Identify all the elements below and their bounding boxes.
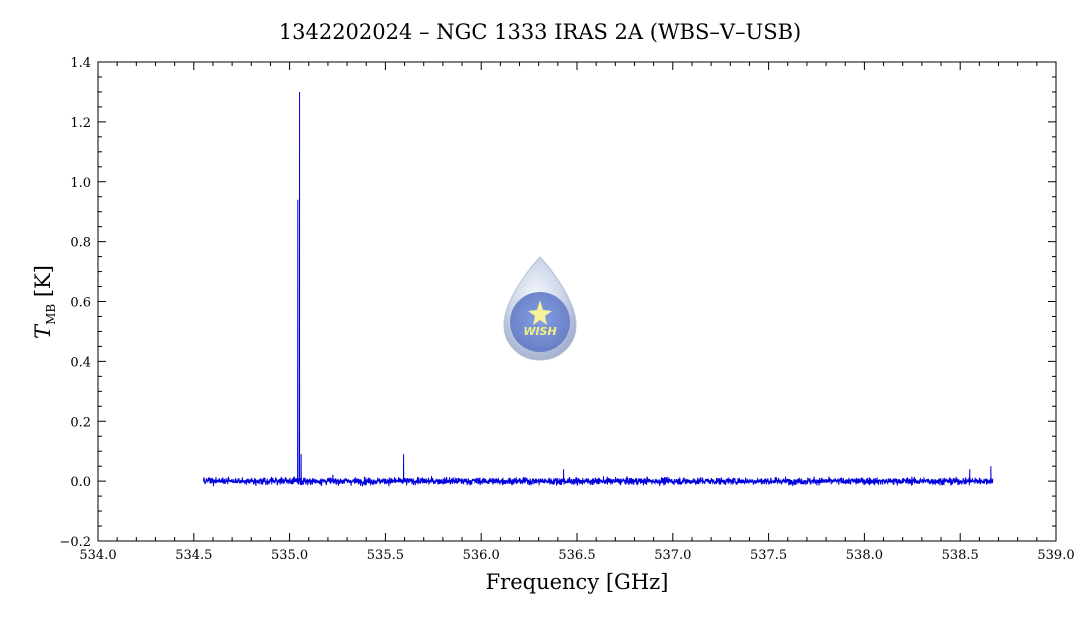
y-tick-label: 0.8 [70, 236, 91, 251]
chart-title: 1342202024 – NGC 1333 IRAS 2A (WBS–V–USB… [279, 20, 801, 44]
plot-frame [97, 61, 1057, 542]
y-tick-label: 0.0 [70, 475, 91, 490]
y-tick-label: 0.4 [70, 355, 91, 370]
x-axis-label: Frequency [GHz] [486, 570, 669, 594]
spectrum-series-line [202, 91, 994, 487]
x-tick-label: 538.0 [846, 548, 883, 563]
wish-logo: WISH [503, 256, 577, 361]
y-tick-label: 1.0 [70, 176, 91, 191]
x-tick-label: 537.0 [654, 548, 691, 563]
y-tick-label: −0.2 [59, 535, 91, 550]
y-axis-label-symbol: T [31, 323, 55, 339]
x-tick-label: 539.0 [1037, 548, 1074, 563]
x-tick-label: 536.5 [558, 548, 595, 563]
x-tick-label: 536.0 [463, 548, 500, 563]
y-tick-label: 1.2 [70, 116, 91, 131]
x-tick-label: 535.5 [367, 548, 404, 563]
x-tick-label: 534.5 [175, 548, 212, 563]
x-tick-label: 538.5 [942, 548, 979, 563]
svg-text:TMB [K]: TMB [K] [31, 265, 58, 339]
x-tick-label: 537.5 [750, 548, 787, 563]
y-axis-label-unit: [K] [31, 265, 55, 297]
y-axis-label: TMB [K] [31, 265, 58, 339]
wish-logo-text: WISH [523, 325, 556, 338]
y-tick-label: 0.2 [70, 415, 91, 430]
x-tick-label: 535.0 [271, 548, 308, 563]
y-tick-label: 1.4 [70, 56, 91, 71]
y-tick-label: 0.6 [70, 296, 91, 311]
y-axis-label-subscript: MB [44, 304, 58, 325]
x-tick-label: 534.0 [79, 548, 116, 563]
